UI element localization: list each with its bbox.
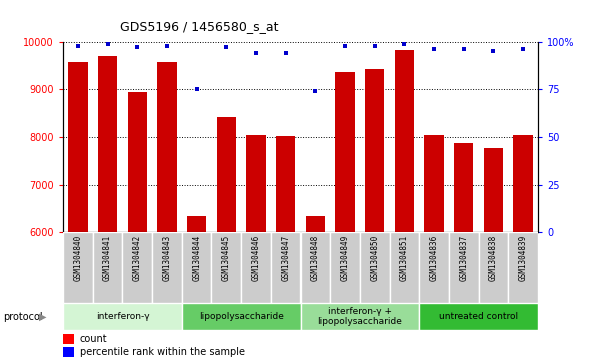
Bar <box>98 56 117 232</box>
Bar <box>187 216 206 232</box>
Bar <box>306 216 325 232</box>
Bar <box>424 135 444 232</box>
Text: GSM1304847: GSM1304847 <box>281 234 290 281</box>
Bar <box>508 232 538 303</box>
Point <box>251 50 261 56</box>
Bar <box>69 62 88 232</box>
Bar <box>217 117 236 232</box>
Text: count: count <box>80 334 108 344</box>
Point <box>103 41 112 46</box>
Bar <box>360 232 389 303</box>
Text: GSM1304837: GSM1304837 <box>459 234 468 281</box>
Bar <box>513 135 532 232</box>
Text: GSM1304850: GSM1304850 <box>370 234 379 281</box>
Bar <box>419 303 538 330</box>
Point <box>429 46 439 52</box>
Bar <box>276 136 295 232</box>
Text: GSM1304851: GSM1304851 <box>400 234 409 281</box>
Bar <box>419 232 449 303</box>
Text: GSM1304838: GSM1304838 <box>489 234 498 281</box>
Bar <box>157 62 177 232</box>
Text: ▶: ▶ <box>39 312 46 322</box>
Text: interferon-γ: interferon-γ <box>96 312 149 321</box>
Point <box>162 43 172 49</box>
Text: GSM1304849: GSM1304849 <box>341 234 350 281</box>
Bar <box>395 50 414 232</box>
Bar <box>330 232 360 303</box>
Bar <box>454 143 474 232</box>
Text: GSM1304836: GSM1304836 <box>430 234 439 281</box>
Point <box>459 46 469 52</box>
Text: GSM1304842: GSM1304842 <box>133 234 142 281</box>
Text: interferon-γ +
lipopolysaccharide: interferon-γ + lipopolysaccharide <box>317 307 402 326</box>
Bar <box>63 334 73 344</box>
Point <box>340 43 350 49</box>
Text: GSM1304845: GSM1304845 <box>222 234 231 281</box>
Bar <box>63 232 93 303</box>
Text: percentile rank within the sample: percentile rank within the sample <box>80 347 245 357</box>
Point <box>132 45 142 50</box>
Bar <box>182 232 212 303</box>
Bar <box>271 232 300 303</box>
Text: untreated control: untreated control <box>439 312 518 321</box>
Bar <box>123 232 152 303</box>
Bar <box>182 303 300 330</box>
Text: GSM1304848: GSM1304848 <box>311 234 320 281</box>
Point <box>311 88 320 94</box>
Bar <box>335 72 355 232</box>
Point <box>281 50 290 56</box>
Bar <box>365 69 384 232</box>
Point <box>489 48 498 54</box>
Point <box>192 86 201 92</box>
Text: protocol: protocol <box>3 312 43 322</box>
Bar <box>300 232 330 303</box>
Point <box>73 43 83 49</box>
Bar <box>127 92 147 232</box>
Text: GSM1304839: GSM1304839 <box>519 234 528 281</box>
Text: GSM1304841: GSM1304841 <box>103 234 112 281</box>
Bar <box>152 232 182 303</box>
Bar <box>478 232 508 303</box>
Bar <box>246 135 266 232</box>
Bar <box>63 347 73 358</box>
Text: lipopolysaccharide: lipopolysaccharide <box>199 312 284 321</box>
Bar <box>389 232 419 303</box>
Bar <box>241 232 271 303</box>
Text: GSM1304843: GSM1304843 <box>162 234 171 281</box>
Point <box>370 43 379 49</box>
Point <box>400 41 409 46</box>
Text: GSM1304846: GSM1304846 <box>251 234 260 281</box>
Text: GSM1304844: GSM1304844 <box>192 234 201 281</box>
Bar <box>63 303 182 330</box>
Point <box>222 45 231 50</box>
Bar <box>93 232 123 303</box>
Bar <box>449 232 478 303</box>
Text: GDS5196 / 1456580_s_at: GDS5196 / 1456580_s_at <box>120 20 279 33</box>
Bar <box>484 148 503 232</box>
Point <box>518 46 528 52</box>
Bar <box>212 232 241 303</box>
Text: GSM1304840: GSM1304840 <box>73 234 82 281</box>
Bar <box>300 303 419 330</box>
